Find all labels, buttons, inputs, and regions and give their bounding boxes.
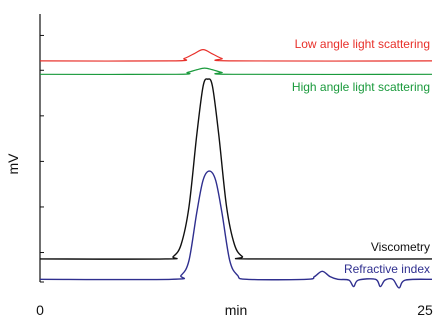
x-tick-label-end: 25 [417, 302, 433, 318]
series-label-low-angle-light-scattering: Low angle light scattering [295, 37, 430, 51]
series-labels: Low angle light scattering High angle lig… [292, 37, 430, 276]
series-label-refractive-index: Refractive index [344, 262, 430, 276]
y-axis-label: mV [5, 153, 21, 175]
series-line-refractive-index [39, 170, 433, 289]
series-line-high-angle-light-scattering [39, 67, 433, 76]
series-line-low-angle-light-scattering [39, 49, 433, 62]
y-axis-ticks [40, 34, 44, 283]
series-label-high-angle-light-scattering: High angle light scattering [292, 80, 430, 94]
series-label-viscometry: Viscometry [371, 240, 430, 254]
series-line-viscometry [39, 78, 433, 260]
x-tick-label-start: 0 [36, 302, 44, 318]
series-group [39, 49, 433, 289]
x-axis-label: min [225, 302, 248, 318]
